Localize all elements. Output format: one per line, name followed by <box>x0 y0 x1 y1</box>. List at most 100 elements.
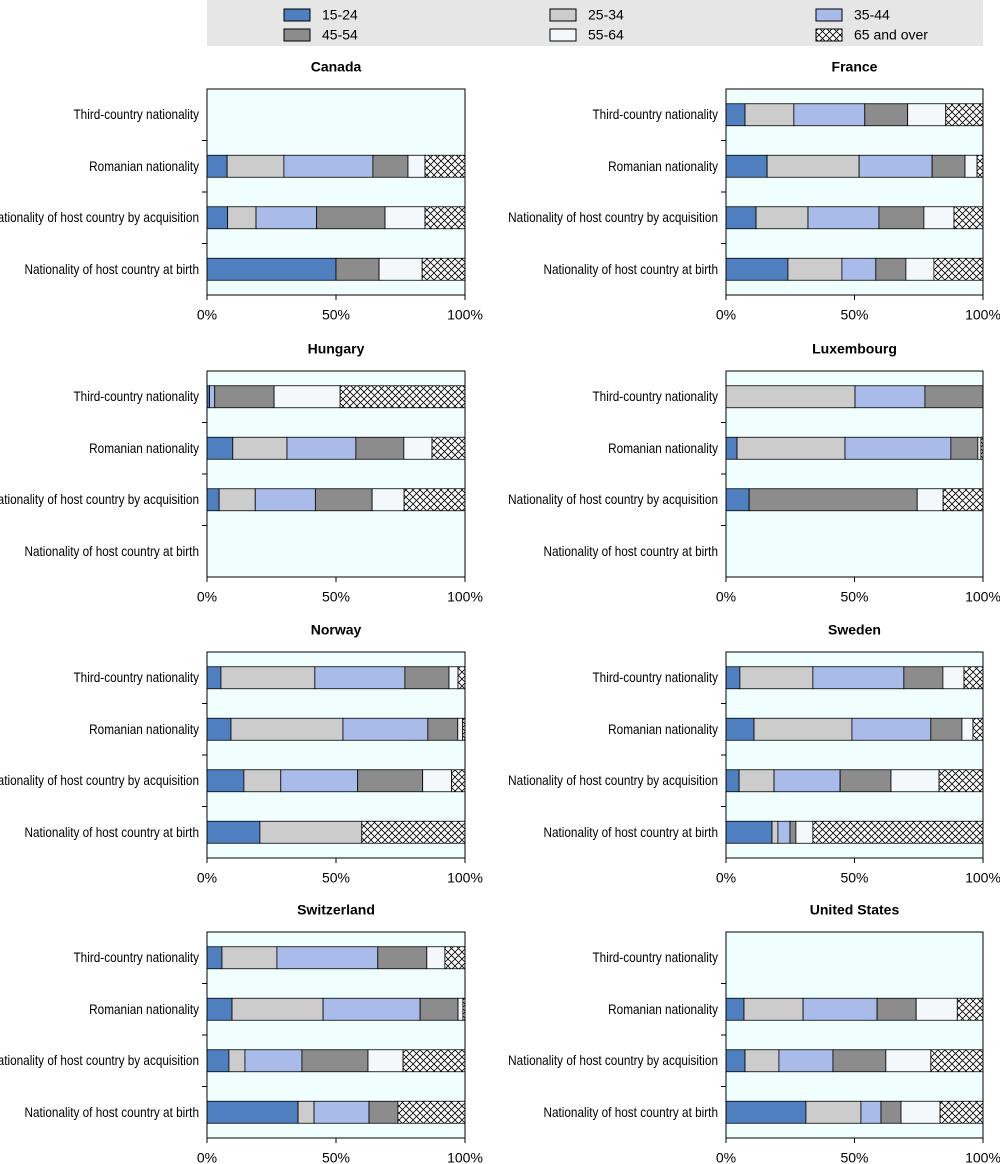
bar-segment <box>744 103 795 127</box>
bar-segment <box>209 385 216 409</box>
bar-segment <box>890 769 940 793</box>
legend-label: 65 and over <box>854 27 928 43</box>
bar-segment <box>259 820 363 844</box>
bar-segment <box>916 488 944 512</box>
bar-segment <box>313 1100 370 1124</box>
bar-segment <box>771 820 779 844</box>
x-tick-label: 0% <box>197 307 217 323</box>
bar-segment <box>743 997 804 1021</box>
bar-segment <box>357 769 424 793</box>
y-tick-label: Third-country nationality <box>73 388 199 405</box>
bar-segment <box>977 436 982 460</box>
bar-segment <box>924 385 984 409</box>
y-tick-label: Nationality of host country at birth <box>543 823 718 840</box>
y-tick-label: Nationality of host country at birth <box>24 542 200 559</box>
legend-label: 35-44 <box>854 7 890 23</box>
bar-segment <box>807 206 880 230</box>
y-tick-label: Nationality of host country at birth <box>24 1103 200 1120</box>
bar-segment <box>841 257 877 281</box>
bar-segment <box>725 1100 807 1124</box>
y-tick-label: Nationality of host country at birth <box>543 542 718 559</box>
bar-segment <box>950 436 979 460</box>
x-tick-label: 50% <box>322 307 350 323</box>
bar-segment <box>457 717 464 741</box>
bar-segment <box>812 666 905 690</box>
bar-segment <box>725 666 741 690</box>
bar-segment <box>725 103 746 127</box>
bar-segment <box>805 1100 862 1124</box>
bar-segment <box>228 1049 246 1073</box>
x-tick-label: 100% <box>447 1150 483 1164</box>
bar-segment <box>403 488 466 512</box>
bar-segment <box>931 154 966 178</box>
legend-box <box>207 0 983 46</box>
x-tick-label: 0% <box>197 1150 217 1164</box>
bar-segment <box>725 206 757 230</box>
bar-segment <box>368 1100 399 1124</box>
bar-segment <box>907 103 947 127</box>
x-tick-label: 0% <box>716 307 736 323</box>
bar-segment <box>214 385 275 409</box>
bar-segment <box>773 769 841 793</box>
bar-segment <box>273 385 341 409</box>
bar-segment <box>444 946 466 970</box>
bar-segment <box>314 488 373 512</box>
bar-segment <box>875 257 907 281</box>
bar-segment <box>232 436 288 460</box>
bar-segment <box>206 1100 299 1124</box>
x-tick-label: 0% <box>716 589 736 605</box>
bar-segment <box>942 488 984 512</box>
x-tick-label: 100% <box>965 870 1000 886</box>
x-tick-label: 0% <box>197 589 217 605</box>
y-tick-label: Third-country nationality <box>592 388 718 405</box>
bar-segment <box>725 154 768 178</box>
bar-segment <box>301 1049 369 1073</box>
bar-segment <box>227 206 257 230</box>
y-tick-label: Romanian nationality <box>89 157 199 174</box>
bar-segment <box>793 103 866 127</box>
y-tick-label: Third-country nationality <box>73 106 199 123</box>
x-tick-label: 50% <box>840 307 868 323</box>
bar-segment <box>945 103 984 127</box>
bar-segment <box>206 820 261 844</box>
x-tick-label: 50% <box>840 1150 868 1164</box>
y-tick-label: Nationality of host country by acquisiti… <box>0 1052 199 1069</box>
y-tick-label: Nationality of host country by acquisiti… <box>508 491 718 508</box>
y-tick-label: Nationality of host country at birth <box>24 260 200 277</box>
bar-segment <box>372 154 409 178</box>
bar-segment <box>858 154 933 178</box>
bar-segment <box>339 385 466 409</box>
bar-segment <box>964 154 978 178</box>
bar-segment <box>322 997 421 1021</box>
y-tick-label: Romanian nationality <box>608 439 718 456</box>
y-tick-label: Nationality of host country by acquisiti… <box>508 1052 718 1069</box>
legend-label: 45-54 <box>322 27 358 43</box>
bar-segment <box>206 257 337 281</box>
y-tick-label: Nationality of host country by acquisiti… <box>508 772 718 789</box>
x-tick-label: 100% <box>965 1150 1000 1164</box>
y-tick-label: Nationality of host country at birth <box>543 1103 718 1120</box>
bar-segment <box>956 997 984 1021</box>
x-tick-label: 50% <box>840 870 868 886</box>
bar-segment <box>355 436 405 460</box>
y-tick-label: Romanian nationality <box>89 720 199 737</box>
bar-segment <box>206 488 220 512</box>
chart-title: Canada <box>311 59 362 75</box>
y-tick-label: Nationality of host country by acquisiti… <box>0 209 199 226</box>
bar-segment <box>457 666 466 690</box>
bar-segment <box>795 820 814 844</box>
bar-segment <box>206 946 223 970</box>
bar-segment <box>787 257 843 281</box>
x-tick-label: 100% <box>447 870 483 886</box>
bar-segment <box>744 1049 780 1073</box>
bar-segment <box>736 436 846 460</box>
bar-segment <box>942 666 965 690</box>
bar-segment <box>206 997 233 1021</box>
bar-segment <box>283 154 374 178</box>
legend-swatch <box>815 8 843 22</box>
y-tick-label: Romanian nationality <box>608 720 718 737</box>
bar-segment <box>878 206 925 230</box>
bar-segment <box>342 717 429 741</box>
bar-segment <box>426 946 446 970</box>
